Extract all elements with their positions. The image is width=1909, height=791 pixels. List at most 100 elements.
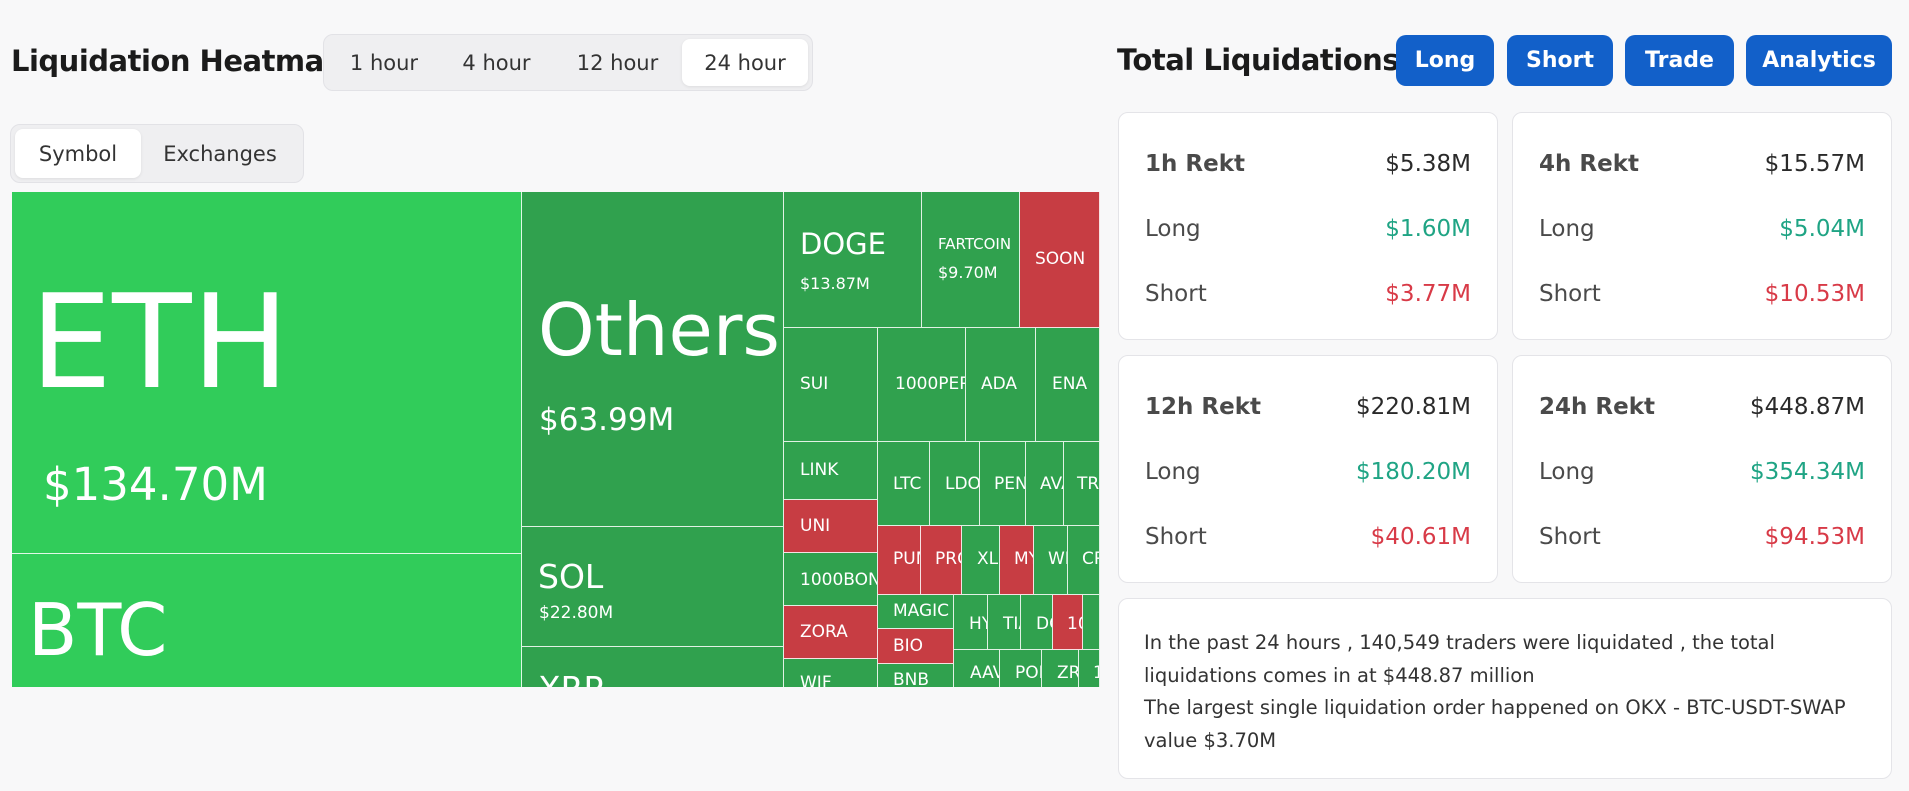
tile-1000-green[interactable]: 1000 [1079, 650, 1100, 687]
tile-avax[interactable]: AVAX [1026, 442, 1064, 526]
tile-symbol: BTC [28, 588, 168, 672]
short-label: Short [1145, 524, 1207, 550]
tile-others[interactable]: Others $63.99M [522, 192, 784, 527]
tile-crv[interactable]: CRV [1068, 526, 1100, 595]
tile-bio[interactable]: BIO [878, 629, 954, 664]
tile-ada[interactable]: ADA [966, 328, 1036, 442]
tile-soon[interactable]: SOON [1020, 192, 1100, 328]
tile-value: $13.87M [800, 274, 870, 293]
card-label: 4h Rekt [1539, 151, 1639, 177]
tile-symbol: BIO [893, 636, 924, 656]
card-label: 12h Rekt [1145, 394, 1261, 420]
tile-symbol: HYPE [969, 614, 987, 634]
long-label: Long [1539, 459, 1595, 485]
tile-pump[interactable]: PUMP [878, 526, 921, 595]
tile-eth[interactable]: ETH $134.70M [12, 192, 522, 554]
trade-button[interactable]: Trade [1625, 35, 1734, 86]
tile-pol[interactable]: POL [1000, 650, 1042, 687]
tile-zro[interactable]: ZRO [1042, 650, 1079, 687]
long-button[interactable]: Long [1396, 35, 1494, 86]
tile-1000bonk[interactable]: 1000BONK [784, 553, 878, 606]
tile-zora[interactable]: ZORA [784, 606, 878, 659]
tile-wld[interactable]: WLD [1034, 526, 1068, 595]
tile-bnb[interactable]: BNB [878, 664, 954, 687]
tile-myx[interactable]: MYX [1000, 526, 1034, 595]
short-label: Short [1539, 281, 1601, 307]
tile-symbol: CRV [1082, 549, 1099, 569]
tile-symbol: ETH [30, 266, 290, 418]
tile-symbol: PUMP [893, 549, 920, 569]
card-label: 1h Rekt [1145, 151, 1245, 177]
tile-magic[interactable]: MAGIC [878, 595, 954, 629]
tile-symbol: DOGE [800, 227, 886, 261]
tile-symbol: TRX [1077, 474, 1100, 494]
tile-tia[interactable]: TIA [988, 595, 1021, 650]
tile-sui[interactable]: SUI [784, 328, 878, 442]
total-liquidations-title: Total Liquidations [1117, 43, 1400, 77]
tile-symbol: BNB [893, 670, 930, 688]
short-amount: $10.53M [1764, 281, 1865, 307]
tile-symbol: PENGU [994, 474, 1025, 494]
tile-value: $63.99M [539, 402, 675, 438]
tile-xrp[interactable]: XRP [522, 647, 784, 687]
long-amount: $354.34M [1750, 459, 1865, 485]
long-label: Long [1539, 216, 1595, 242]
tile-aave[interactable]: AAVE [954, 650, 1000, 687]
tile-ltc[interactable]: LTC [878, 442, 930, 526]
tile-trx[interactable]: TRX [1064, 442, 1100, 526]
tile-symbol: Others [538, 288, 780, 372]
tile-symbol: LDO [945, 474, 980, 494]
tile-ldo[interactable]: LDO [930, 442, 980, 526]
time-option-12h[interactable]: 12 hour [576, 50, 659, 75]
short-label: Short [1145, 281, 1207, 307]
heatmap-title: Liquidation Heatmap [11, 44, 344, 78]
tile-1000pepe[interactable]: 1000PEPE [878, 328, 966, 442]
analytics-button[interactable]: Analytics [1746, 35, 1892, 86]
tile-symbol: 1000BONK [800, 570, 877, 590]
tile-symbol: AVAX [1040, 474, 1063, 494]
view-option-exchanges[interactable]: Exchanges [163, 141, 277, 166]
tile-symbol: FARTCOIN [938, 235, 1012, 253]
tile-symbol: PROVE [935, 549, 961, 569]
tile-symbol: AAVE [970, 663, 999, 683]
tile-symbol: 1000 [1093, 665, 1099, 682]
tile-symbol: SUI [800, 374, 829, 394]
tile-value: $22.80M [539, 603, 614, 623]
tile-btc[interactable]: BTC [12, 554, 522, 687]
tile-link[interactable]: LINK [784, 442, 878, 500]
time-option-4h[interactable]: 4 hour [462, 50, 531, 75]
short-button[interactable]: Short [1507, 35, 1613, 86]
tile-wif[interactable]: WIF [784, 659, 878, 687]
tile-1000-red[interactable]: 1000 [1053, 595, 1083, 650]
tile-pengu[interactable]: PENGU [980, 442, 1026, 526]
tile-dot[interactable]: DOT [1021, 595, 1053, 650]
tile-xlm[interactable]: XLM [962, 526, 1000, 595]
long-amount: $1.60M [1385, 216, 1471, 242]
card-label: 24h Rekt [1539, 394, 1655, 420]
time-range-selector: 1 hour 4 hour 12 hour 24 hour [323, 34, 813, 91]
rekt-card-1h: 1h Rekt $5.38M Long $1.60M Short $3.77M [1118, 112, 1498, 340]
summary-traders-text: In the past 24 hours , 140,549 traders w… [1144, 631, 1775, 687]
tile-op[interactable]: OP [1083, 595, 1100, 650]
short-label: Short [1539, 524, 1601, 550]
card-total: $448.87M [1750, 394, 1865, 420]
tile-fartcoin[interactable]: FARTCOIN $9.70M [922, 192, 1020, 328]
tile-symbol: 1000PEPE [895, 374, 965, 394]
short-amount: $3.77M [1385, 281, 1471, 307]
tile-doge[interactable]: DOGE $13.87M [784, 192, 922, 328]
card-total: $15.57M [1764, 151, 1865, 177]
tile-sol[interactable]: SOL $22.80M [522, 527, 784, 647]
tile-prove[interactable]: PROVE [921, 526, 962, 595]
tile-symbol: POL [1015, 663, 1041, 683]
tile-hype[interactable]: HYPE [954, 595, 988, 650]
view-selector: Symbol Exchanges [10, 124, 304, 183]
tile-uni[interactable]: UNI [784, 500, 878, 553]
tile-symbol: SOL [538, 557, 604, 596]
time-option-24h[interactable]: 24 hour [682, 39, 808, 86]
tile-symbol: SOON [1035, 249, 1086, 269]
rekt-card-4h: 4h Rekt $15.57M Long $5.04M Short $10.53M [1512, 112, 1892, 340]
tile-symbol: ENA [1052, 374, 1088, 394]
time-option-1h[interactable]: 1 hour [349, 50, 419, 75]
tile-ena[interactable]: ENA [1036, 328, 1100, 442]
view-option-symbol[interactable]: Symbol [15, 129, 141, 178]
